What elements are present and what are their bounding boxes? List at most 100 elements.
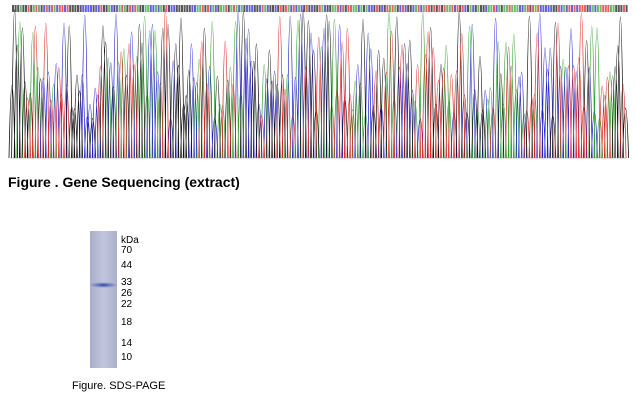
base-call bbox=[477, 5, 480, 12]
marker-label: 26 bbox=[121, 288, 133, 299]
caption: Figure . Gene Sequencing (extract) bbox=[8, 174, 240, 190]
base-call bbox=[105, 5, 108, 12]
base-call bbox=[591, 5, 594, 12]
base-call bbox=[149, 5, 152, 12]
base-call bbox=[441, 5, 443, 12]
base-call bbox=[623, 5, 625, 12]
protein-band bbox=[90, 282, 117, 288]
base-call bbox=[123, 5, 126, 12]
base-call bbox=[376, 5, 378, 12]
base-call bbox=[311, 5, 313, 12]
base-call bbox=[259, 5, 261, 12]
base-call bbox=[586, 5, 589, 12]
base-call bbox=[282, 5, 285, 12]
base-call bbox=[155, 5, 157, 12]
marker-label: 33 bbox=[121, 277, 133, 288]
base-call bbox=[136, 5, 139, 12]
base-call bbox=[108, 5, 111, 12]
base-call bbox=[261, 5, 264, 12]
base-call bbox=[602, 5, 605, 12]
base-call bbox=[87, 5, 90, 12]
base-call bbox=[521, 5, 524, 12]
base-call bbox=[529, 5, 532, 12]
base-call bbox=[279, 5, 282, 12]
base-call bbox=[30, 5, 33, 12]
base-call bbox=[610, 5, 612, 12]
base-call bbox=[40, 5, 43, 12]
base-call bbox=[14, 5, 17, 12]
base-call bbox=[240, 5, 243, 12]
base-call bbox=[511, 5, 514, 12]
base-call bbox=[555, 5, 558, 12]
base-call bbox=[571, 5, 573, 12]
base-call bbox=[196, 5, 199, 12]
base-call bbox=[305, 5, 308, 12]
base-call bbox=[25, 5, 27, 12]
base-call bbox=[225, 5, 228, 12]
base-call bbox=[409, 5, 412, 12]
base-call bbox=[594, 5, 597, 12]
base-call bbox=[480, 5, 482, 12]
base-call bbox=[45, 5, 48, 12]
base-call bbox=[337, 5, 339, 12]
base-call bbox=[139, 5, 142, 12]
base-call bbox=[472, 5, 475, 12]
base-call bbox=[188, 5, 191, 12]
base-call bbox=[547, 5, 550, 12]
base-call bbox=[295, 5, 298, 12]
base-call bbox=[178, 5, 181, 12]
base-call bbox=[498, 5, 501, 12]
base-call bbox=[264, 5, 267, 12]
base-call bbox=[355, 5, 358, 12]
base-call bbox=[469, 5, 472, 12]
base-call bbox=[451, 5, 454, 12]
base-call bbox=[100, 5, 103, 12]
base-call bbox=[324, 5, 326, 12]
base-call bbox=[212, 5, 215, 12]
base-call bbox=[461, 5, 464, 12]
base-call bbox=[508, 5, 511, 12]
base-call bbox=[12, 5, 14, 12]
base-call bbox=[191, 5, 194, 12]
base-call bbox=[126, 5, 129, 12]
base-call bbox=[433, 5, 436, 12]
base-call bbox=[438, 5, 441, 12]
base-call bbox=[563, 5, 566, 12]
base-call bbox=[464, 5, 467, 12]
base-call bbox=[201, 5, 204, 12]
base-call bbox=[321, 5, 324, 12]
base-call bbox=[256, 5, 259, 12]
base-call bbox=[329, 5, 332, 12]
trace bbox=[24, 8, 627, 159]
base-call bbox=[386, 5, 389, 12]
base-call bbox=[313, 5, 316, 12]
base-call bbox=[175, 5, 178, 12]
base-call bbox=[69, 5, 72, 12]
base-call bbox=[165, 5, 168, 12]
base-call bbox=[82, 5, 85, 12]
base-call bbox=[537, 5, 540, 12]
base-call bbox=[207, 5, 209, 12]
base-call bbox=[612, 5, 615, 12]
base-call bbox=[183, 5, 186, 12]
base-call bbox=[344, 5, 347, 12]
base-call bbox=[22, 5, 25, 12]
marker-label: 44 bbox=[121, 260, 133, 271]
base-call bbox=[186, 5, 189, 12]
base-call bbox=[246, 5, 248, 12]
base-call bbox=[308, 5, 311, 12]
base-call bbox=[435, 5, 438, 12]
base-call bbox=[552, 5, 555, 12]
caption: Figure. SDS-PAGE bbox=[72, 380, 166, 392]
marker-label: 70 bbox=[121, 245, 133, 256]
base-call bbox=[204, 5, 207, 12]
base-call bbox=[58, 5, 61, 12]
base-call bbox=[487, 5, 490, 12]
base-call bbox=[152, 5, 155, 12]
base-call bbox=[407, 5, 410, 12]
base-call bbox=[519, 5, 521, 12]
base-call bbox=[32, 5, 35, 12]
base-call bbox=[274, 5, 277, 12]
base-call bbox=[467, 5, 469, 12]
base-call bbox=[617, 5, 620, 12]
